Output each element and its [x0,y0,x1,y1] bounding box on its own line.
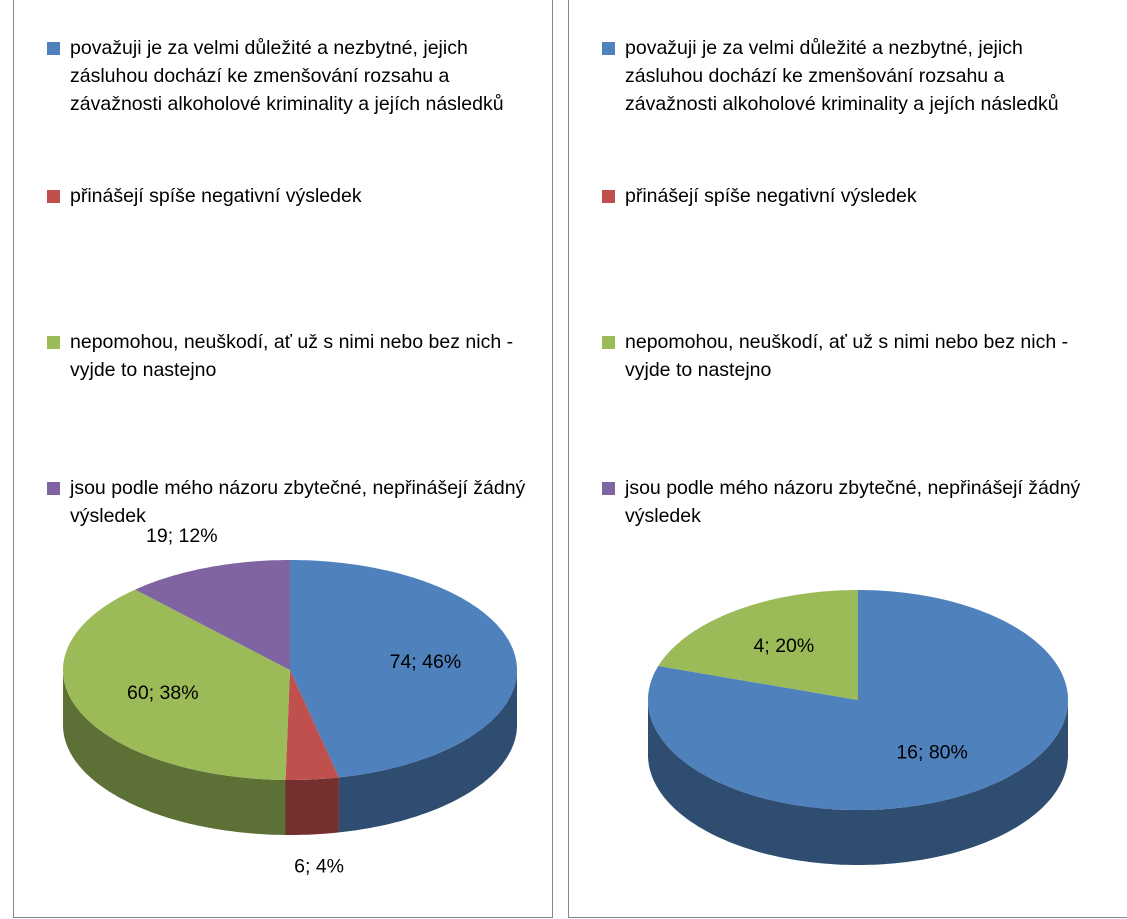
data-label: 19; 12% [146,525,218,547]
data-label: 6; 4% [294,855,344,877]
legend-label: jsou podle mého názoru zbytečné, nepřiná… [70,477,526,527]
legend-label: jsou podle mého názoru zbytečné, nepřiná… [625,477,1081,527]
pie-slice [63,589,290,780]
legend-swatch [602,336,615,349]
legend-swatch [602,190,615,203]
legend-swatch [47,42,60,55]
pie-slice [135,560,290,670]
legend-label: přinášejí spíše negativní výsledek [625,185,917,207]
data-label: 16; 80% [896,742,968,764]
data-label: 74; 46% [390,651,462,673]
legend-label: považuji je za velmi důležité a nezbytné… [625,37,1059,115]
pie-slice-side [63,670,286,835]
legend-label: přinášejí spíše negativní výsledek [70,185,362,207]
legend-swatch [602,42,615,55]
pie-slice [658,590,858,700]
legend-swatch [47,482,60,495]
legend-swatch [47,336,60,349]
pie-slice [290,560,517,778]
pie-slice-side [285,777,339,835]
legend-label: nepomohou, neuškodí, ať už s nimi nebo b… [70,331,514,381]
data-label: 60; 38% [127,682,199,704]
legend-label: nepomohou, neuškodí, ať už s nimi nebo b… [625,331,1069,381]
data-label: 4; 20% [754,635,815,657]
pie-slice-side [338,670,517,833]
legend-swatch [47,190,60,203]
legend-label: považuji je za velmi důležité a nezbytné… [70,37,504,115]
legend-swatch [602,482,615,495]
pie-slice [285,670,339,780]
pie-slice-side [648,700,1068,865]
